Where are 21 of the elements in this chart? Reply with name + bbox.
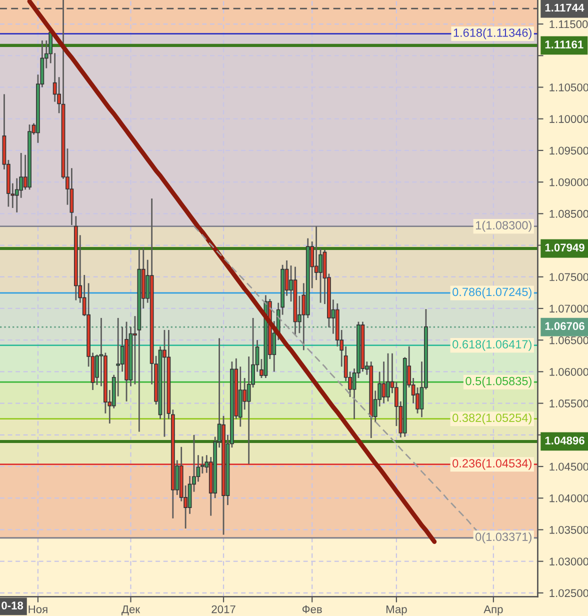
text: 0-18 xyxy=(2,602,24,610)
ref-line-label: 1.06706 xyxy=(545,322,584,330)
annotation: 0.382(1.05254) xyxy=(452,413,532,424)
ref-line-label: 1.11744 xyxy=(545,4,584,12)
ref-line-label: 1.07949 xyxy=(545,244,584,252)
ref-line-label: 1.04896 xyxy=(545,436,584,444)
x-tick-label: Ноя xyxy=(28,605,48,614)
ref-line-label: 1.11161 xyxy=(545,40,584,48)
y-tick-label: 1.11500 xyxy=(550,20,588,28)
x-tick-label: Фев xyxy=(302,605,322,614)
annotation: 1.618(1.11346) xyxy=(454,28,532,40)
annotation: 1(1.08300) xyxy=(476,220,532,232)
x-tick-label: Апр xyxy=(484,605,503,616)
x-tick-label: Дек xyxy=(122,605,140,616)
annotation: 0.236(1.04534) xyxy=(452,458,532,470)
annotation: 0.786(1.07245) xyxy=(452,287,532,298)
x-tick-label: 2017 xyxy=(212,605,236,614)
annotation: 0.5(1.05835) xyxy=(466,376,532,388)
annotation: 0(1.03371) xyxy=(476,532,532,544)
annotation: 0.618(1.06417) xyxy=(452,340,532,351)
x-tick-label: Мар xyxy=(386,605,407,616)
